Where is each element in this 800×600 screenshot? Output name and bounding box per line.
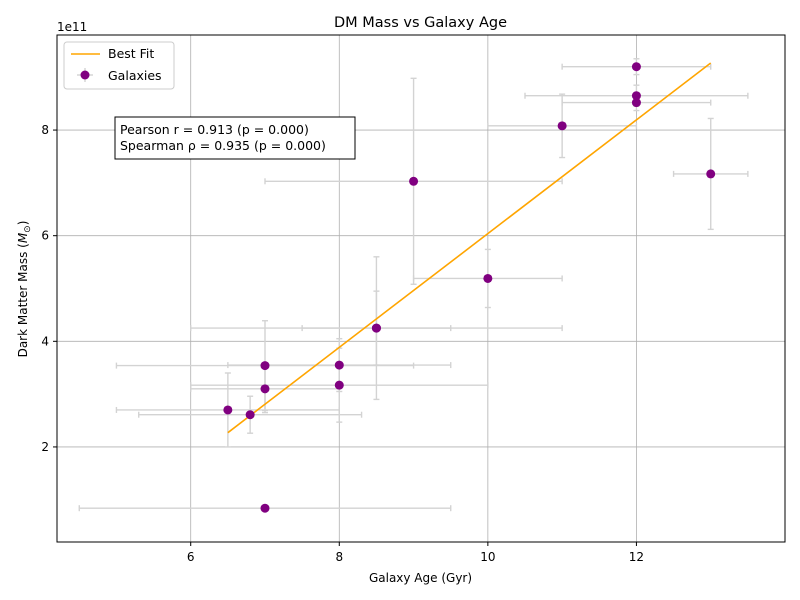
y-offset-label: 1e11 <box>57 20 87 34</box>
best-fit-line <box>227 62 712 434</box>
galaxy-point-5 <box>409 176 419 186</box>
galaxy-point-15 <box>260 503 270 513</box>
legend: Best Fit Galaxies <box>63 41 175 90</box>
galaxy-point-2 <box>631 98 641 108</box>
galaxy-point-10 <box>260 361 270 371</box>
galaxy-point-1 <box>631 91 641 101</box>
galaxy-point-4 <box>706 169 716 179</box>
galaxy-point-0 <box>631 62 641 72</box>
x-axis-ticks: 6 8 10 12 <box>187 542 644 564</box>
x-tick-label-2: 10 <box>480 550 495 564</box>
y-axis-ticks: 2 4 6 8 <box>41 123 57 454</box>
plot-frame <box>56 34 786 543</box>
x-tick-label-1: 8 <box>335 550 343 564</box>
galaxy-point-12 <box>260 384 270 394</box>
galaxy-point-3 <box>557 121 567 131</box>
galaxy-point-13 <box>223 405 233 415</box>
y-axis-label: Dark Matter Mass (M⊙) <box>16 221 33 358</box>
y-tick-label-3: 8 <box>41 123 49 137</box>
x-tick-label-0: 6 <box>187 550 195 564</box>
galaxy-point-14 <box>245 410 255 420</box>
points-layer <box>223 62 716 513</box>
stats-annotation: Pearson r = 0.913 (p = 0.000) Spearman ρ… <box>114 116 356 160</box>
best-fit-layer <box>227 62 712 434</box>
stats-box <box>114 116 356 160</box>
galaxy-point-6 <box>483 273 493 283</box>
x-tick-label-3: 12 <box>629 550 644 564</box>
y-tick-label-1: 4 <box>41 334 49 348</box>
galaxy-point-9 <box>334 360 344 370</box>
chart-title: DM Mass vs Galaxy Age <box>334 15 507 31</box>
y-tick-label-2: 6 <box>41 229 49 243</box>
y-axis-label-main: Dark Matter Mass ( <box>16 243 30 357</box>
pearson-text: Pearson r = 0.913 (p = 0.000) <box>120 122 309 137</box>
x-axis-label: Galaxy Age (Gyr) <box>369 571 472 585</box>
y-axis-label-close: ) <box>16 221 30 226</box>
y-axis-label-sub: ⊙ <box>23 225 33 233</box>
legend-galaxies-marker <box>80 70 90 80</box>
galaxy-point-8 <box>371 323 381 333</box>
legend-galaxies-label: Galaxies <box>108 68 162 83</box>
y-axis-label-symbol: M <box>16 232 30 243</box>
legend-fit-label: Best Fit <box>108 46 154 61</box>
spearman-text: Spearman ρ = 0.935 (p = 0.000) <box>120 138 326 153</box>
galaxy-point-11 <box>334 380 344 390</box>
y-tick-label-0: 2 <box>41 440 49 454</box>
